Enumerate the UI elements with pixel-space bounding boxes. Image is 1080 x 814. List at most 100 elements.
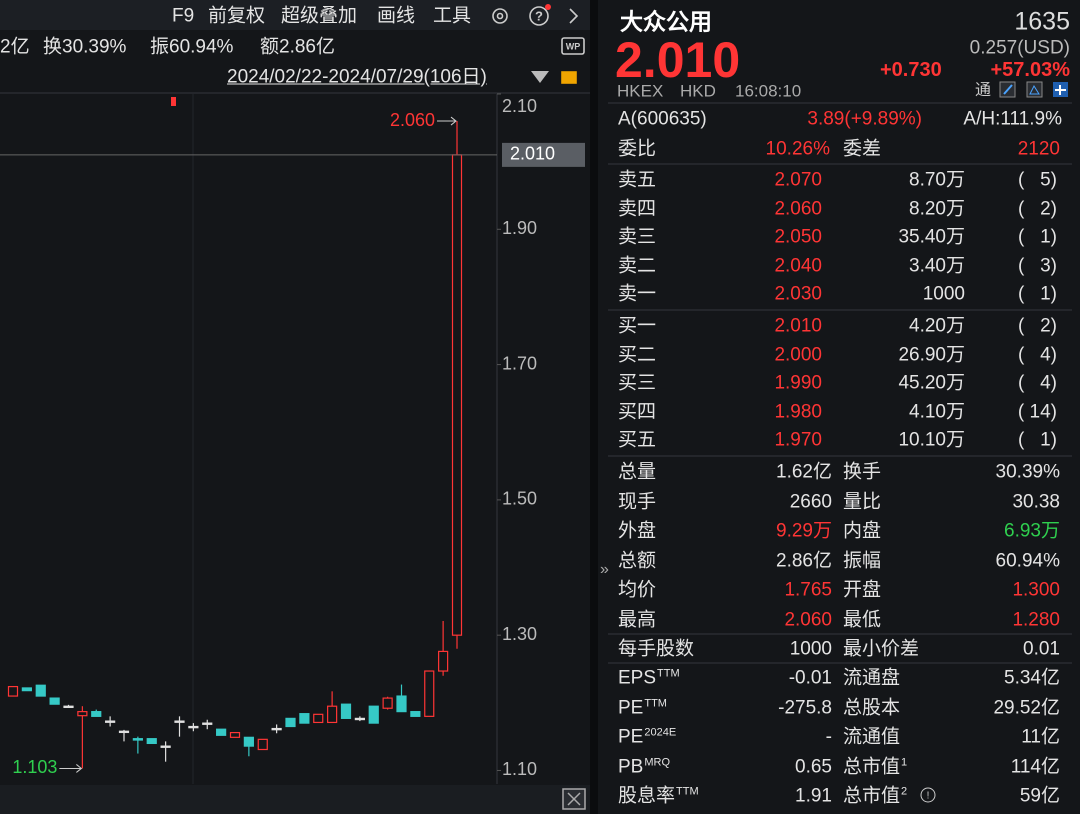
stat-value: - bbox=[825, 726, 832, 748]
badge bbox=[545, 4, 551, 10]
y-tick-label: 1.90 bbox=[502, 218, 537, 238]
book-count: ( 5) bbox=[1017, 169, 1057, 191]
help-icon[interactable]: ? bbox=[535, 8, 543, 23]
last-price-label: 2.010 bbox=[510, 144, 555, 164]
y-tick-label: 1.10 bbox=[502, 759, 537, 779]
summary-item: 2亿 bbox=[0, 36, 30, 58]
stat-value: 0.01 bbox=[1023, 638, 1060, 660]
stat-value: 30.38 bbox=[1012, 491, 1060, 513]
book-count: ( 1) bbox=[1017, 226, 1057, 248]
book-price: 2.040 bbox=[774, 255, 822, 277]
tong-button[interactable]: 通 bbox=[975, 82, 992, 99]
book-count: ( 4) bbox=[1017, 344, 1057, 366]
stat-value: 9.29万 bbox=[776, 520, 832, 542]
min-label: 1.103 bbox=[12, 757, 57, 777]
exchange: HKEX bbox=[617, 81, 664, 101]
book-price: 2.010 bbox=[774, 315, 822, 337]
toolbar-button[interactable]: F9 bbox=[172, 5, 195, 27]
superscript: MRQ bbox=[644, 756, 671, 768]
candle-body bbox=[243, 736, 254, 747]
book-price: 2.050 bbox=[774, 226, 822, 248]
stat-label: 内盘 bbox=[843, 520, 882, 542]
superscript: 2024E bbox=[644, 726, 677, 739]
candle-body bbox=[21, 687, 32, 692]
expand[interactable]: » bbox=[600, 561, 609, 578]
superscript: TTM bbox=[644, 697, 667, 709]
time: 16:08:10 bbox=[735, 81, 802, 101]
stat-value: 2.86亿 bbox=[776, 550, 832, 572]
candle-body bbox=[299, 713, 310, 724]
stock-code: 1635 bbox=[1014, 7, 1070, 36]
toolbar-button[interactable]: 超级叠加 bbox=[281, 5, 358, 27]
stat-label: 换手 bbox=[843, 461, 882, 483]
stat-label: PETTM bbox=[618, 697, 667, 718]
change-pct: +57.03% bbox=[990, 59, 1070, 81]
candle-body bbox=[132, 738, 143, 741]
candle-body bbox=[91, 711, 102, 717]
toolbar-bg bbox=[0, 0, 590, 30]
max-label: 2.060 bbox=[390, 110, 435, 130]
candle-body bbox=[382, 697, 393, 709]
toolbar-icons[interactable] bbox=[492, 6, 585, 84]
last-price-box bbox=[502, 142, 585, 167]
stat-label: 总额 bbox=[618, 550, 657, 572]
stat-value: 1.91 bbox=[795, 785, 832, 807]
candle-body bbox=[396, 695, 407, 713]
candle-body bbox=[146, 738, 157, 745]
close-button[interactable] bbox=[562, 788, 586, 810]
stat-label: 总市值2 bbox=[843, 785, 908, 807]
book-price: 2.070 bbox=[774, 169, 822, 191]
candle-body bbox=[77, 711, 88, 717]
toolbar-button[interactable]: 工具 bbox=[433, 5, 472, 27]
wp-icon[interactable]: WP bbox=[566, 41, 581, 51]
book-label: 卖四 bbox=[618, 198, 657, 220]
date-range[interactable]: 2024/02/22-2024/07/29(106日) bbox=[227, 66, 487, 88]
book-price: 1.970 bbox=[774, 429, 822, 451]
dropdown[interactable] bbox=[531, 71, 549, 83]
a-share-value: 3.89(+9.89%) bbox=[807, 108, 922, 130]
stat-label: 最高 bbox=[618, 609, 657, 631]
stock-name: 大众公用 bbox=[620, 8, 712, 35]
stat-value: 114亿 bbox=[1010, 756, 1060, 777]
toolbar-button[interactable]: 前复权 bbox=[208, 5, 266, 27]
usd-price: 0.257(USD) bbox=[969, 37, 1070, 59]
y-tick-label: 2.10 bbox=[502, 96, 537, 116]
book-volume: 35.40万 bbox=[898, 226, 965, 248]
stat-value: 59亿 bbox=[1019, 785, 1060, 807]
stat-label: 均价 bbox=[618, 579, 657, 601]
stat-label: 最小价差 bbox=[843, 638, 920, 660]
stat-value: -0.01 bbox=[788, 667, 832, 689]
stat-label: PE2024E bbox=[618, 726, 677, 748]
candle-body bbox=[451, 154, 463, 636]
book-volume: 26.90万 bbox=[898, 344, 965, 366]
stat-value: 29.52亿 bbox=[993, 697, 1060, 718]
stat-value: 6.93万 bbox=[1004, 520, 1060, 542]
book-label: 卖一 bbox=[618, 283, 657, 305]
book-volume: 3.40万 bbox=[909, 255, 965, 277]
quote-icons[interactable]: ! bbox=[920, 81, 1068, 803]
stat-label: EPSTTM bbox=[618, 667, 680, 689]
superscript: 2 bbox=[901, 785, 908, 798]
candle-body bbox=[410, 711, 421, 717]
book-price: 2.030 bbox=[774, 283, 822, 305]
svg-text:!: ! bbox=[927, 791, 930, 802]
stat-label: 流通值 bbox=[843, 726, 901, 748]
candle-body bbox=[271, 727, 282, 731]
candle-body bbox=[327, 705, 338, 724]
stat-label: 每手股数 bbox=[618, 638, 695, 660]
stat-label: 外盘 bbox=[618, 520, 657, 542]
book-price: 1.980 bbox=[774, 401, 822, 423]
y-tick-label: 1.30 bbox=[502, 624, 537, 644]
superscript: TTM bbox=[676, 785, 699, 798]
candle-body bbox=[49, 697, 60, 705]
arrow bbox=[437, 116, 457, 126]
toolbar-button[interactable]: 画线 bbox=[377, 5, 416, 27]
a-share-label: A(600635) bbox=[618, 108, 707, 130]
stat-value: 1000 bbox=[789, 638, 832, 660]
candle-body bbox=[340, 703, 352, 719]
stat-label: PBMRQ bbox=[618, 756, 671, 777]
stat-label: 股息率TTM bbox=[618, 785, 699, 807]
y-tick-label: 1.70 bbox=[502, 353, 537, 373]
candle-body bbox=[188, 725, 199, 729]
